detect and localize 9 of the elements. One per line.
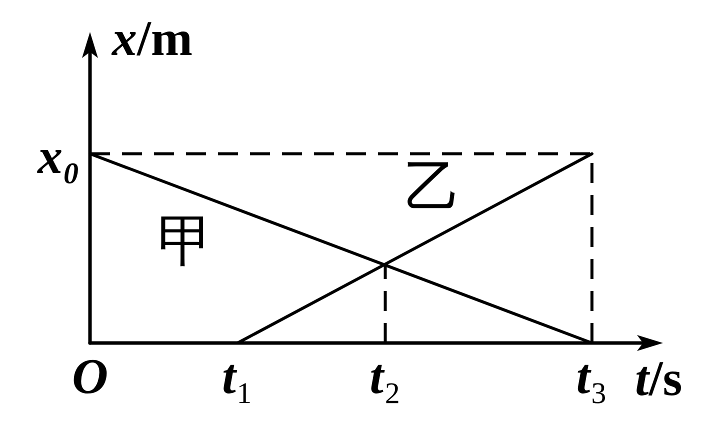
x-tick-label: t₁ <box>222 348 254 404</box>
x-tick-label: t₂ <box>370 348 401 404</box>
annotation: x₀ <box>36 128 80 184</box>
x-tick-label: t₃ <box>576 348 608 404</box>
x-axis-title: t/s <box>635 350 682 406</box>
series-label: 甲 <box>157 209 214 274</box>
x-tick-label: O <box>72 348 108 404</box>
y-axis-title: x/m <box>111 10 193 66</box>
series-label: 乙 <box>404 154 461 220</box>
